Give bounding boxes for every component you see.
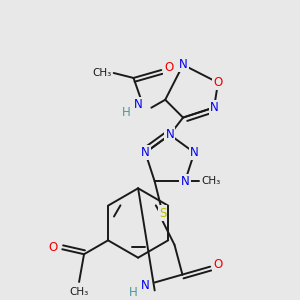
Text: CH₃: CH₃ xyxy=(70,287,89,297)
Text: CH₃: CH₃ xyxy=(92,68,111,78)
Text: H: H xyxy=(128,286,137,299)
Text: N: N xyxy=(181,175,189,188)
Text: N: N xyxy=(210,101,218,114)
Text: H: H xyxy=(122,106,131,119)
Text: O: O xyxy=(49,241,58,254)
Text: N: N xyxy=(134,98,143,111)
Text: O: O xyxy=(213,76,223,89)
Text: O: O xyxy=(214,258,223,271)
Text: N: N xyxy=(179,58,188,71)
Text: CH₃: CH₃ xyxy=(201,176,220,186)
Text: N: N xyxy=(165,128,174,141)
Text: N: N xyxy=(141,146,150,159)
Text: O: O xyxy=(165,61,174,74)
Text: S: S xyxy=(159,207,166,220)
Text: N: N xyxy=(190,146,199,159)
Text: N: N xyxy=(140,279,149,292)
